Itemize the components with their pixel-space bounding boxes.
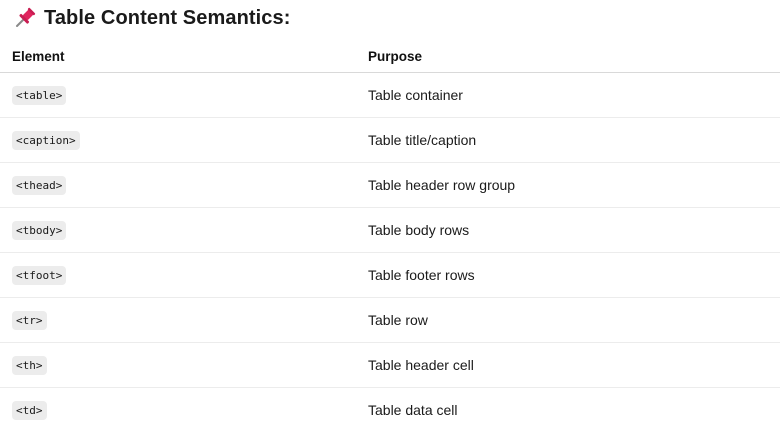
purpose-cell: Table data cell [368, 388, 780, 432]
element-code: <tbody> [12, 221, 66, 240]
page-title: Table Content Semantics: [44, 7, 291, 30]
table-row: <tbody> Table body rows [0, 208, 780, 253]
table-row: <caption> Table title/caption [0, 118, 780, 163]
section-heading: Table Content Semantics: [14, 3, 291, 33]
table-row: <th> Table header cell [0, 343, 780, 388]
semantics-table: Element Purpose <table> Table container … [0, 40, 780, 432]
purpose-cell: Table row [368, 298, 780, 343]
column-header-purpose: Purpose [368, 40, 780, 73]
purpose-cell: Table title/caption [368, 118, 780, 163]
table-header-row: Element Purpose [0, 40, 780, 73]
purpose-cell: Table body rows [368, 208, 780, 253]
table-row: <table> Table container [0, 73, 780, 118]
purpose-cell: Table footer rows [368, 253, 780, 298]
table-row: <tr> Table row [0, 298, 780, 343]
table-row: <thead> Table header row group [0, 163, 780, 208]
table-row: <td> Table data cell [0, 388, 780, 432]
column-header-element: Element [0, 40, 368, 73]
purpose-cell: Table header row group [368, 163, 780, 208]
element-code: <th> [12, 356, 47, 375]
element-code: <tfoot> [12, 266, 66, 285]
element-code: <tr> [12, 311, 47, 330]
element-code: <caption> [12, 131, 80, 150]
purpose-cell: Table header cell [368, 343, 780, 388]
table-row: <tfoot> Table footer rows [0, 253, 780, 298]
element-code: <td> [12, 401, 47, 420]
element-code: <table> [12, 86, 66, 105]
element-code: <thead> [12, 176, 66, 195]
pushpin-icon [14, 7, 36, 29]
purpose-cell: Table container [368, 73, 780, 118]
